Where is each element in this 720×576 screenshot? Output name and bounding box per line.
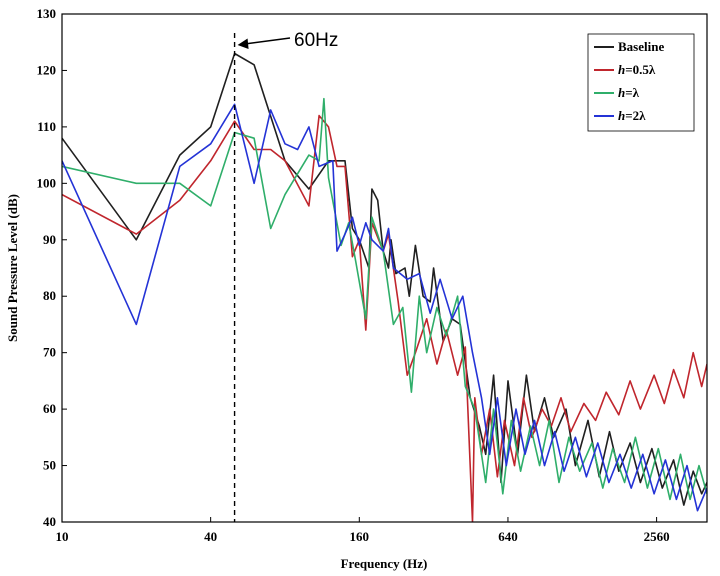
x-tick-label: 2560 [644, 529, 670, 544]
series-line-2 [62, 97, 707, 501]
y-tick-label: 100 [37, 175, 57, 190]
y-tick-label: 130 [37, 6, 57, 21]
series-layer [62, 52, 707, 522]
x-axis-title: Frequency (Hz) [341, 556, 428, 571]
plot-frame [61, 13, 708, 523]
y-tick-label: 50 [43, 458, 56, 473]
x-tick-label: 40 [204, 529, 217, 544]
legend-box [587, 33, 695, 132]
legend-label-0: Baseline [618, 39, 664, 54]
annotation-arrow-shaft [244, 37, 291, 45]
legend-label-2: h=λ [618, 85, 640, 100]
x-tick-label: 160 [350, 529, 370, 544]
series-line-1 [62, 114, 707, 522]
y-tick-label: 90 [43, 232, 56, 247]
y-tick-label: 110 [37, 119, 56, 134]
series-line-0 [62, 52, 707, 506]
y-tick-label: 60 [43, 401, 56, 416]
y-tick-label: 40 [43, 514, 56, 529]
legend-label-3: h=2λ [618, 108, 646, 123]
y-tick-label: 120 [37, 62, 57, 77]
legend: Baseline h=0.5λ h=λ h=2λ [587, 33, 695, 132]
annotation-arrowhead [237, 38, 249, 49]
y-axis-title: Sound Pressure Level (dB) [5, 194, 20, 342]
legend-label-1: h=0.5λ [618, 62, 656, 77]
x-tick-label: 10 [56, 529, 69, 544]
y-tick-label: 70 [43, 345, 56, 360]
series-line-3 [62, 103, 707, 512]
annotation-label: 60Hz [294, 30, 338, 51]
annotation-layer: 60Hz [233, 30, 338, 522]
x-tick-label: 640 [498, 529, 518, 544]
y-tick-label: 80 [43, 288, 56, 303]
